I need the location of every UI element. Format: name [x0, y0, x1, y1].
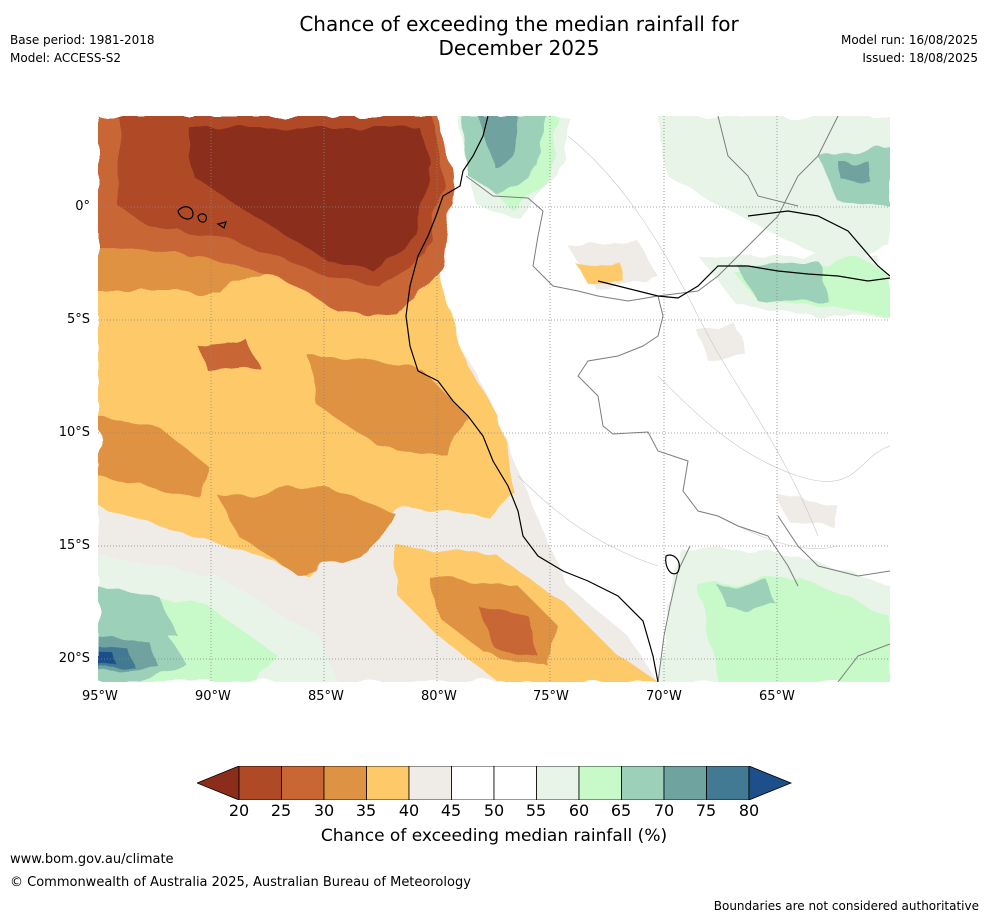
website-link[interactable]: www.bom.gov.au/climate [10, 852, 174, 867]
zone-25-30-south [478, 606, 538, 656]
colorbar-tick-30: 30 [313, 801, 335, 820]
contour-line-2 [657, 375, 890, 482]
lon-label-65w: 65°W [759, 689, 795, 704]
colorbar-segment [323, 765, 367, 801]
copyright-notice: © Commonwealth of Australia 2025, Austra… [10, 875, 471, 890]
colorbar-tick-25: 25 [270, 801, 292, 820]
lon-label-90w: 90°W [195, 689, 231, 704]
colorbar-segment [536, 765, 580, 801]
contour-line-1 [567, 135, 819, 537]
colorbar-tick-55: 55 [525, 801, 547, 820]
graticule [98, 116, 890, 682]
contour-line-3 [517, 475, 659, 567]
zone-65-70-sw [98, 586, 178, 636]
map-title-line-2: December 2025 [438, 36, 600, 60]
lon-label-70w: 70°W [646, 689, 682, 704]
boundary-line-bolivia-brazil [777, 515, 890, 577]
colorbar-segment [238, 765, 282, 801]
map-canvas [98, 116, 890, 682]
contour-lines [517, 135, 890, 567]
colorbar-extend-high [748, 765, 793, 801]
colorbar-segment [663, 765, 707, 801]
colorbar-title: Chance of exceeding median rainfall (%) [320, 826, 668, 846]
lat-label-0: 0° [75, 199, 90, 214]
colorbar-tick-50: 50 [483, 801, 505, 820]
model-label: Model: ACCESS-S2 [10, 51, 122, 65]
colorbar-segment [281, 765, 325, 801]
colorbar-tick-70: 70 [653, 801, 675, 820]
galapagos-isabela [177, 206, 194, 220]
zone-below-20 [188, 126, 433, 271]
galapagos-san-cristobal [216, 221, 227, 229]
zone-65-70-east [738, 261, 828, 301]
model-run-label: Model run: 16/08/2025 [840, 33, 978, 47]
amazon-river [597, 265, 890, 299]
zone-35-40 [98, 236, 518, 576]
colorbar-tick-40: 40 [398, 801, 420, 820]
zone-65-70-se [718, 581, 778, 608]
south-america-west-coast [405, 116, 659, 682]
lat-label-10s: 10°S [58, 425, 90, 440]
boundary-line-chile-bolivia [657, 545, 691, 682]
colorbar-tick-35: 35 [355, 801, 377, 820]
lat-label-5s: 5°S [66, 312, 90, 327]
colorbar-tick-60: 60 [568, 801, 590, 820]
colorbar-segment [578, 765, 622, 801]
zone-35-40-east [578, 261, 623, 284]
map-title: Chance of exceeding the median rainfall … [244, 12, 794, 60]
galapagos-santa-cruz [197, 213, 207, 223]
colorbar-segment [366, 765, 410, 801]
lat-label-20s: 20°S [58, 651, 90, 666]
lon-label-85w: 85°W [308, 689, 344, 704]
zone-above-80-sw [98, 651, 116, 665]
colorbar-extend-low [195, 765, 240, 801]
boundary-line-paraguay [837, 643, 890, 682]
colorbar-segment [621, 765, 665, 801]
issued-label: Issued: 18/08/2025 [862, 51, 978, 65]
lon-label-80w: 80°W [421, 689, 457, 704]
national-boundaries [465, 116, 890, 682]
zone-70-75-ne [838, 161, 870, 181]
lat-label-15s: 15°S [58, 538, 90, 553]
zone-70-75-north [478, 116, 518, 166]
lake-titicaca [665, 554, 680, 575]
base-period-label: Base period: 1981-2018 [10, 33, 155, 47]
zone-55-60-ne [658, 116, 890, 266]
colorbar-tick-75: 75 [695, 801, 717, 820]
lon-label-95w: 95°W [82, 689, 118, 704]
boundaries-disclaimer: Boundaries are not considered authoritat… [713, 899, 979, 913]
colorbar-tick-45: 45 [440, 801, 462, 820]
colorbar-tick-65: 65 [610, 801, 632, 820]
colorbar-segment [706, 765, 750, 801]
colorbar [195, 765, 793, 804]
colorbar-graphic [195, 765, 793, 801]
boundary-line-peru-east [465, 175, 799, 587]
rainfall-probability-map [98, 116, 890, 682]
coastlines [177, 116, 890, 682]
boundary-line-colombia-brazil [657, 116, 839, 297]
colorbar-tick-20: 20 [228, 801, 250, 820]
colorbar-segment [493, 765, 537, 801]
colorbar-tick-80: 80 [738, 801, 760, 820]
colorbar-segment [408, 765, 452, 801]
colorbar-segment [451, 765, 495, 801]
probability-shading [98, 116, 890, 682]
zone-40-45-east-c [778, 496, 838, 526]
rio-negro [747, 210, 890, 277]
boundary-line-colombia-venezuela [717, 116, 799, 207]
zone-30-35-c [308, 356, 468, 456]
zone-30-35-b [218, 486, 398, 576]
lon-label-75w: 75°W [533, 689, 569, 704]
zone-30-35-a [98, 416, 208, 496]
zone-40-45-east-b [698, 326, 748, 361]
zone-25-30-mid [198, 341, 258, 371]
map-title-line-1: Chance of exceeding the median rainfall … [299, 12, 739, 36]
